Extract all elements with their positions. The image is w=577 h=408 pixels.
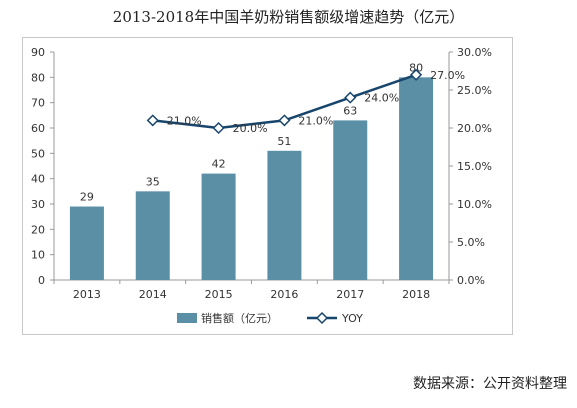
right-tick-label: 20.0% xyxy=(457,122,492,135)
yoy-value-label: 21.0% xyxy=(167,114,202,127)
x-tick-label: 2016 xyxy=(270,288,298,301)
yoy-marker xyxy=(212,121,225,135)
left-tick-label: 70 xyxy=(31,97,45,110)
bar-2016 xyxy=(267,150,302,280)
x-tick-label: 2017 xyxy=(336,288,364,301)
chart-frame xyxy=(22,37,513,335)
left-tick-label: 40 xyxy=(31,173,45,186)
bar-2014 xyxy=(135,191,170,280)
yoy-marker xyxy=(344,91,357,104)
bar-value-label: 80 xyxy=(409,61,423,74)
bar-value-label: 29 xyxy=(80,191,94,204)
bar-value-label: 42 xyxy=(212,158,226,171)
x-tick-label: 2015 xyxy=(205,288,233,301)
bar-value-label: 51 xyxy=(277,135,291,148)
source-note: 数据来源：公开资料整理 xyxy=(413,376,567,392)
right-tick-label: 10.0% xyxy=(457,198,492,211)
chart-title: 2013-2018年中国羊奶粉销售额级增速趋势（亿元） xyxy=(112,8,465,26)
left-tick-label: 30 xyxy=(31,198,45,211)
right-tick-label: 30.0% xyxy=(457,46,492,59)
right-tick-label: 15.0% xyxy=(457,160,492,173)
bar-2018 xyxy=(399,77,434,280)
yoy-value-label: 21.0% xyxy=(298,114,333,127)
x-tick-label: 2014 xyxy=(139,288,167,301)
left-tick-label: 50 xyxy=(31,147,45,160)
right-tick-label: 25.0% xyxy=(457,84,492,97)
yoy-value-label: 20.0% xyxy=(233,122,268,135)
left-tick-label: 90 xyxy=(31,46,45,59)
bar-2017 xyxy=(333,120,368,281)
legend-bar-swatch xyxy=(177,313,197,323)
bar-2015 xyxy=(201,173,236,280)
legend-yoy-label: YOY xyxy=(341,312,363,325)
bar-value-label: 35 xyxy=(146,175,160,188)
yoy-value-label: 27.0% xyxy=(430,69,465,82)
legend-yoy-marker xyxy=(315,311,329,325)
left-tick-label: 0 xyxy=(38,274,45,287)
left-tick-label: 10 xyxy=(31,249,45,262)
yoy-marker xyxy=(410,68,423,81)
left-tick-label: 60 xyxy=(31,122,45,135)
x-tick-label: 2013 xyxy=(73,288,101,301)
left-tick-label: 80 xyxy=(31,71,45,84)
x-tick-label: 2018 xyxy=(402,288,430,301)
yoy-marker xyxy=(278,114,291,127)
right-tick-label: 5.0% xyxy=(457,236,485,249)
right-tick-label: 0.0% xyxy=(457,274,485,287)
yoy-marker xyxy=(146,114,159,127)
legend-bar-label: 销售额（亿元） xyxy=(201,311,278,325)
bar-2013 xyxy=(69,206,104,280)
left-tick-label: 20 xyxy=(31,223,45,236)
yoy-value-label: 24.0% xyxy=(364,92,399,105)
bar-value-label: 63 xyxy=(343,104,357,117)
